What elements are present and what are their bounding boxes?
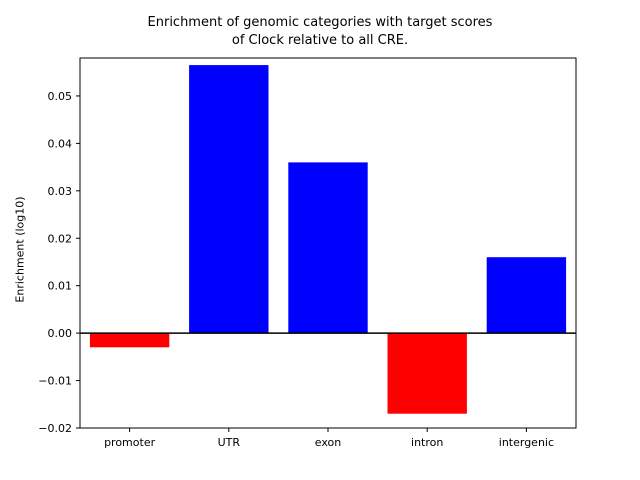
bar-promoter	[89, 333, 170, 348]
y-tick-label: −0.01	[38, 375, 72, 388]
y-axis-label: Enrichment (log10)	[13, 196, 27, 303]
bar-UTR	[189, 65, 269, 334]
y-tick-label: 0.04	[48, 137, 73, 150]
chart-title: Enrichment of genomic categories with ta…	[147, 15, 493, 48]
y-tick-label: −0.02	[38, 422, 72, 435]
y-tick-label: 0.02	[48, 232, 73, 245]
x-tick-label-intron: intron	[411, 436, 443, 449]
y-tick-label: 0.05	[48, 90, 73, 103]
bar-intron	[387, 333, 467, 414]
bar-intergenic	[486, 257, 567, 334]
x-tick-label-UTR: UTR	[218, 436, 241, 449]
y-tick-label: 0.03	[48, 185, 73, 198]
y-tick-label: 0.00	[48, 327, 73, 340]
x-tick-label-intergenic: intergenic	[499, 436, 554, 449]
x-tick-label-promoter: promoter	[104, 436, 156, 449]
y-tick-label: 0.01	[48, 280, 73, 293]
x-tick-label-exon: exon	[315, 436, 341, 449]
bar-exon	[288, 162, 368, 334]
